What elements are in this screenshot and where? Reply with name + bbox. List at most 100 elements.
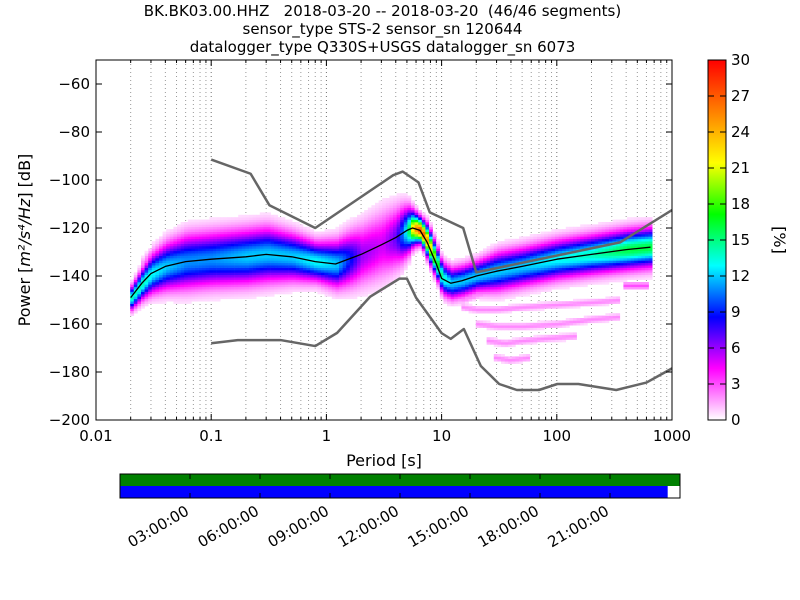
density-cell (522, 342, 527, 345)
density-cell (216, 217, 221, 220)
density-cell (605, 229, 610, 232)
density-cell (367, 289, 372, 292)
density-cell (623, 226, 628, 230)
density-cell (245, 286, 250, 290)
density-cell (195, 296, 199, 300)
density-cell (303, 277, 307, 280)
density-cell (547, 250, 552, 254)
density-cell (619, 277, 624, 280)
density-cell (292, 229, 297, 232)
density-cell (533, 342, 538, 345)
density-cell (209, 298, 214, 302)
density-cell (263, 282, 268, 285)
density-cell (155, 262, 160, 266)
density-cell (342, 291, 347, 295)
density-cell (313, 253, 318, 256)
density-cell (565, 234, 570, 237)
density-cell (515, 294, 520, 297)
density-cell (169, 250, 174, 254)
density-cell (148, 277, 153, 280)
density-cell (407, 246, 412, 249)
timeline-tick-label: 03:00:00 (125, 502, 192, 551)
density-cell (619, 246, 624, 249)
density-cell (349, 277, 354, 280)
density-cell (547, 325, 552, 328)
density-cell (259, 217, 264, 220)
density-cell (519, 267, 523, 271)
density-cell (364, 238, 369, 242)
chart-title-line-3: datalogger_type Q330S+USGS datalogger_sn… (189, 38, 576, 56)
density-cell (565, 270, 570, 273)
density-cell (562, 320, 567, 324)
density-cell (209, 260, 214, 264)
density-cell (342, 250, 347, 254)
density-cell (486, 291, 491, 295)
density-cell (558, 339, 563, 343)
density-cell (306, 262, 311, 266)
density-cell (483, 279, 487, 283)
density-cell (558, 337, 563, 340)
density-cell (364, 274, 369, 278)
density-cell (414, 243, 419, 247)
density-cell (259, 231, 264, 235)
density-cell (339, 277, 343, 280)
density-cell (533, 272, 538, 276)
density-cell (375, 253, 379, 256)
density-cell (540, 248, 545, 252)
density-cell (645, 219, 649, 223)
density-cell (421, 214, 426, 218)
density-cell (209, 234, 214, 237)
density-cell (609, 262, 613, 266)
density-cell (317, 277, 322, 280)
density-cell (202, 248, 207, 252)
density-cell (252, 272, 257, 276)
density-cell (159, 248, 163, 252)
density-cell (493, 253, 498, 256)
density-cell (238, 282, 243, 285)
density-cell (184, 222, 189, 225)
density-cell (303, 265, 307, 268)
density-cell (580, 267, 585, 271)
density-cell (227, 260, 232, 264)
density-cell (497, 250, 502, 254)
density-cell (252, 291, 257, 295)
density-cell (439, 279, 444, 283)
density-cell (511, 308, 516, 312)
density-cell (425, 255, 430, 259)
density-cell (497, 310, 502, 314)
density-cell (641, 222, 646, 225)
density-cell (313, 277, 318, 280)
density-cell (522, 327, 527, 331)
density-cell (166, 272, 171, 276)
density-cell (407, 217, 412, 220)
density-cell (641, 258, 646, 261)
density-cell (425, 217, 430, 220)
density-cell (227, 267, 232, 271)
density-cell (630, 222, 635, 225)
density-cell (133, 286, 138, 290)
density-cell (342, 246, 347, 249)
density-cell (400, 195, 405, 199)
density-cell (504, 258, 509, 261)
density-cell (177, 282, 181, 285)
colorbar-tick-label: 15 (731, 231, 750, 249)
density-cell (349, 222, 354, 225)
density-cell (641, 248, 646, 252)
density-cell (364, 226, 369, 230)
density-cell (400, 229, 405, 232)
density-cell (648, 238, 653, 242)
density-cell (447, 265, 451, 268)
density-cell (461, 260, 466, 264)
density-cell (259, 291, 264, 295)
density-cell (303, 282, 307, 285)
density-cell (180, 298, 185, 302)
density-cell (360, 267, 365, 271)
density-cell (288, 279, 293, 283)
density-cell (411, 224, 415, 228)
density-cell (328, 260, 333, 264)
density-cell (191, 248, 196, 252)
density-cell (576, 262, 581, 266)
density-cell (238, 284, 243, 288)
density-cell (637, 260, 642, 264)
density-cell (396, 219, 401, 223)
